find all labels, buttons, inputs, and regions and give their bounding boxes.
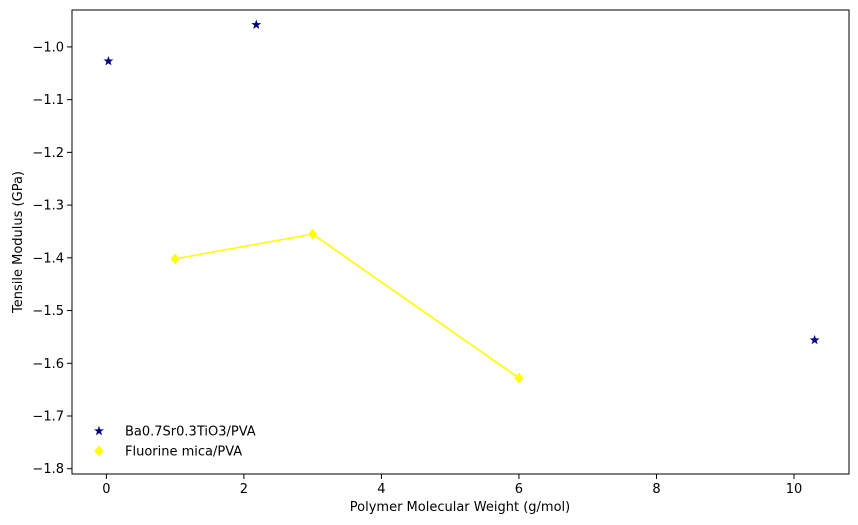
y-tick-label: −1.6 xyxy=(32,357,64,372)
x-tick-label: 10 xyxy=(786,482,803,497)
data-point xyxy=(809,334,820,345)
y-tick-label: −1.1 xyxy=(32,93,64,108)
y-tick-label: −1.2 xyxy=(32,146,64,161)
plot-area xyxy=(72,10,849,474)
x-tick-label: 8 xyxy=(652,482,660,497)
legend-label: Ba0.7Sr0.3TiO3/PVA xyxy=(125,425,256,440)
y-axis-ticks: −1.8 −1.7 −1.6 −1.5 −1.4 −1.3 −1.2 −1.1 −1.0 xyxy=(32,40,72,477)
legend-marker xyxy=(94,445,104,457)
x-tick-label: 4 xyxy=(377,482,385,497)
legend-marker xyxy=(94,425,104,436)
legend: Ba0.7Sr0.3TiO3/PVA Fluorine mica/PVA xyxy=(94,425,256,460)
series-layer xyxy=(103,19,820,384)
data-point xyxy=(170,253,180,265)
x-tick-label: 2 xyxy=(240,482,248,497)
y-tick-label: −1.4 xyxy=(32,251,64,266)
x-axis-ticks: 0 2 4 6 8 10 xyxy=(102,474,802,497)
legend-label: Fluorine mica/PVA xyxy=(125,445,242,460)
x-tick-label: 6 xyxy=(515,482,523,497)
y-tick-label: −1.0 xyxy=(32,40,64,55)
data-point xyxy=(103,55,114,66)
y-tick-label: −1.3 xyxy=(32,199,64,214)
data-point xyxy=(514,372,524,384)
data-point xyxy=(308,228,318,240)
data-point xyxy=(251,19,262,29)
y-tick-label: −1.5 xyxy=(32,304,64,319)
x-axis-label: Polymer Molecular Weight (g/mol) xyxy=(350,500,570,515)
y-tick-label: −1.7 xyxy=(32,410,64,425)
y-tick-label: −1.8 xyxy=(32,462,64,477)
x-tick-label: 0 xyxy=(102,482,110,497)
plot-frame xyxy=(71,9,850,475)
y-axis-label: Tensile Modulus (GPa) xyxy=(11,171,26,314)
